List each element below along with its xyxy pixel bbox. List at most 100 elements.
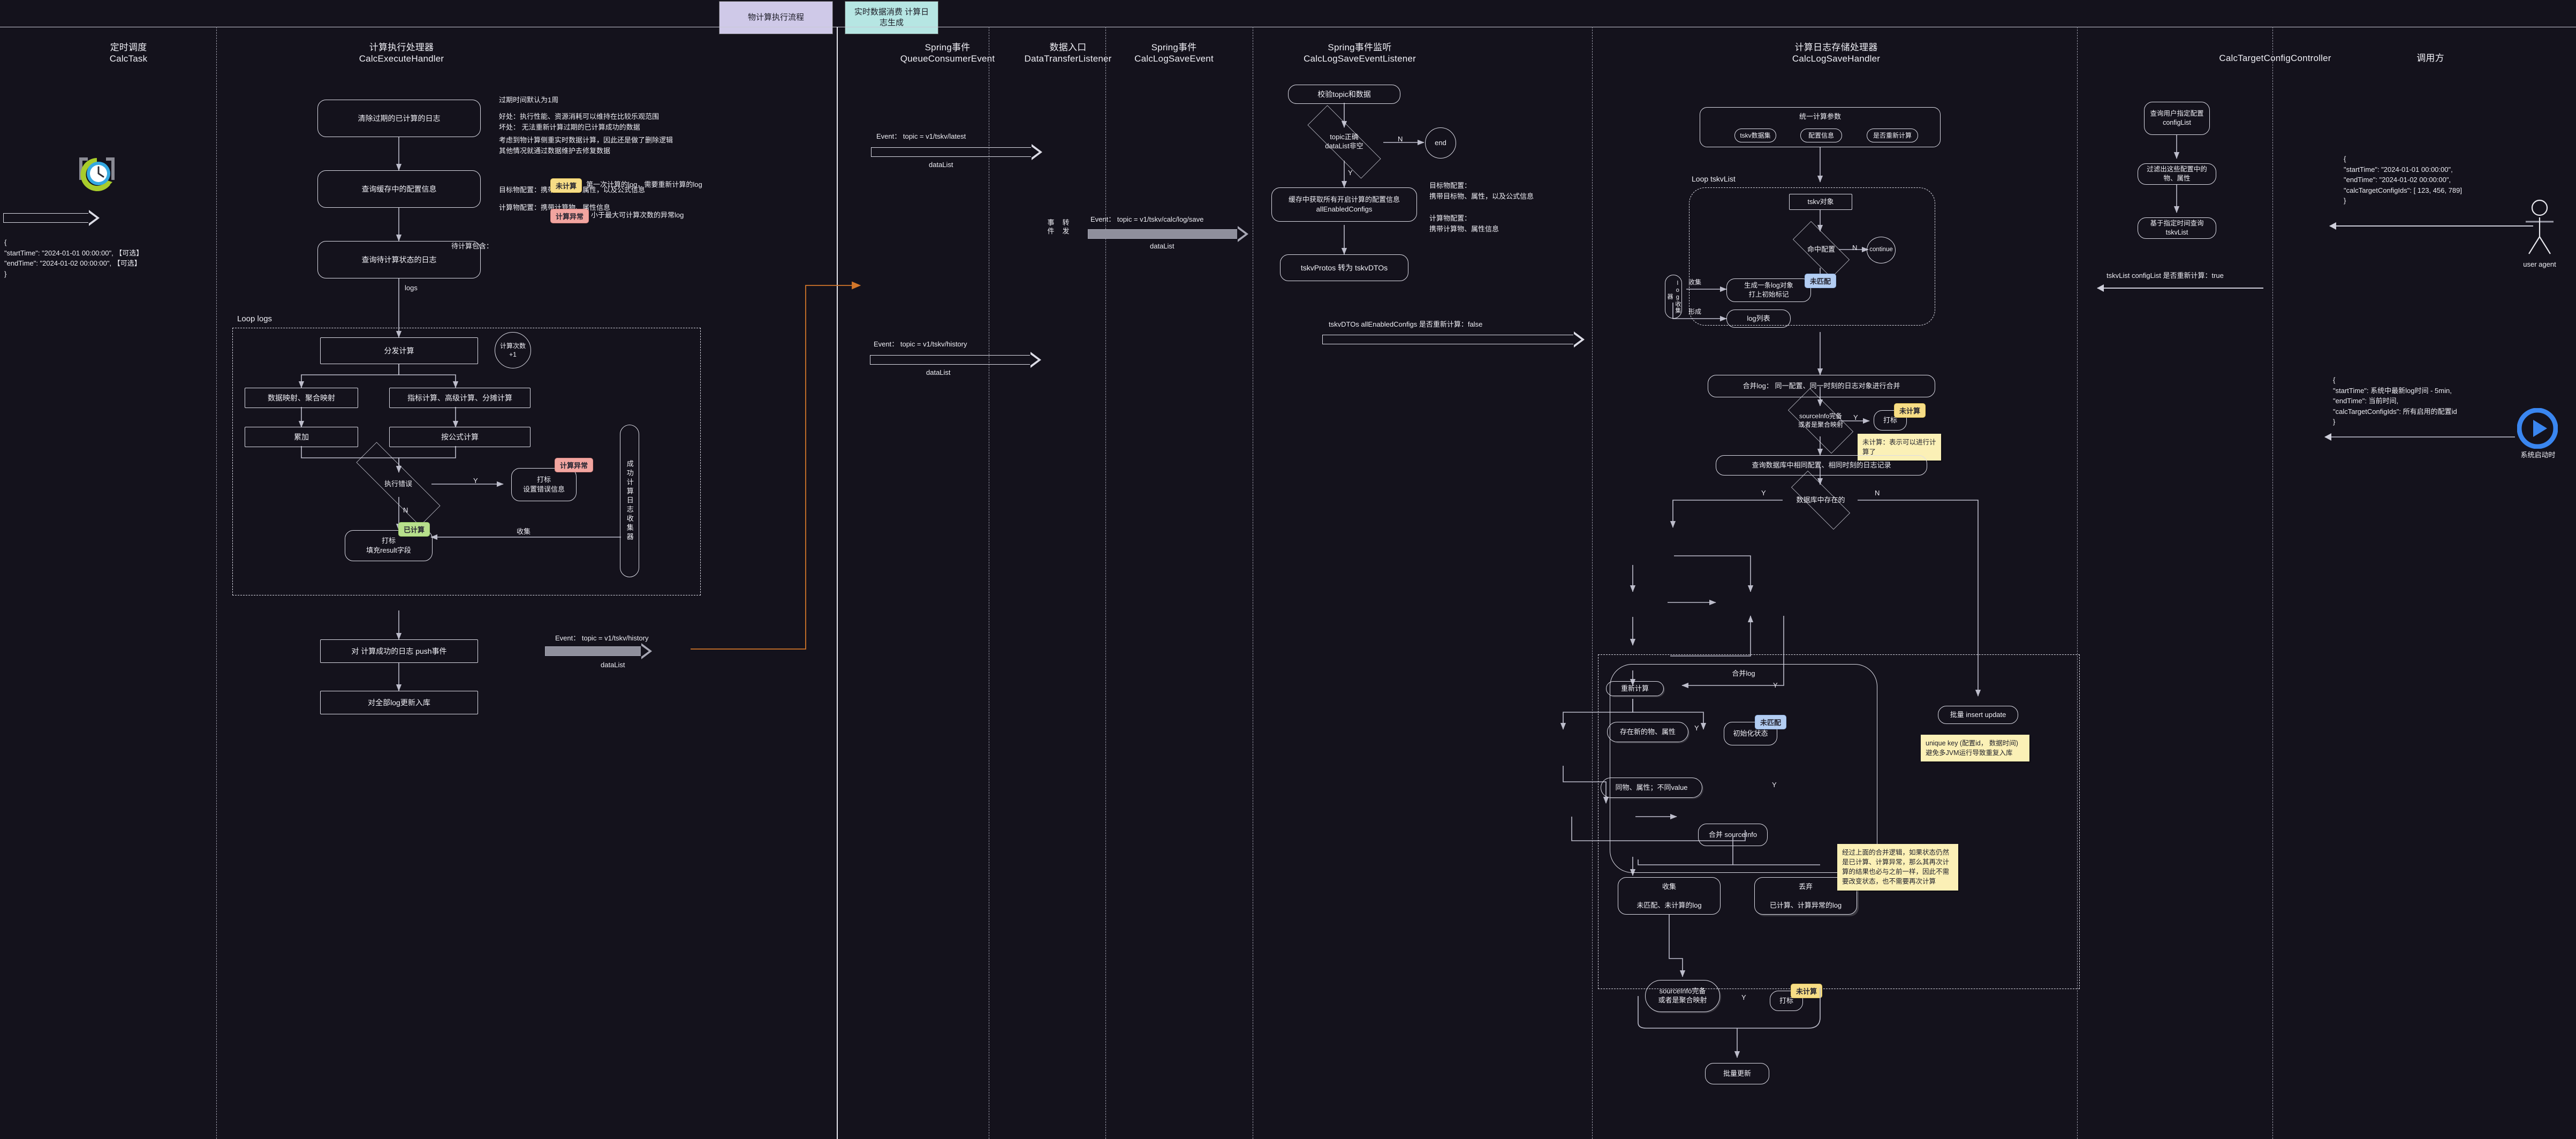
chip-realtime: 实时数据消费 计算日志生成 <box>845 1 938 34</box>
node-log-list[interactable]: log列表 <box>1726 310 1791 328</box>
lane-header-calc-log-handler: 计算日志存储处理器 CalcLogSaveHandler <box>1745 42 1927 65</box>
lane-title-en: DataTransferListener <box>1024 54 1112 64</box>
alarm-clock-icon <box>75 154 119 198</box>
edge-label-collector-form: 形成 <box>1688 308 1702 315</box>
node-mark-set-error[interactable]: 打标 设置错误信息 <box>511 468 577 501</box>
node-convert-protos-dtos[interactable]: tskvProtos 转为 tskvDTOs <box>1280 254 1408 281</box>
lane-title-cn: 调用方 <box>2416 53 2444 63</box>
user-agent-label: user agent <box>2523 260 2556 268</box>
lane-divider-8 <box>2272 27 2273 1139</box>
lane-divider-4 <box>1105 27 1106 1139</box>
merge-log-group <box>1610 664 1877 873</box>
note-uncalculated-meaning: 未计算：表示可以进行计算了 <box>1858 434 1941 461</box>
lane-title-en: CalcExecuteHandler <box>359 54 444 64</box>
decision-new-object-attr[interactable]: 存在新的物、属性 <box>1607 722 1688 742</box>
decision-source-info-complete[interactable]: sourceInfo完备 或者是聚合映射 <box>1777 388 1864 454</box>
edge-label-collector-collect: 收集 <box>1688 278 1702 286</box>
node-query-db-same-config[interactable]: 查询数据库中相同配置、相同时刻的日志记录 <box>1716 455 1927 476</box>
node-tskv-object[interactable]: tskv对象 <box>1789 194 1852 210</box>
listener-output-arrow <box>1322 331 1585 348</box>
node-validate-topic-data[interactable]: 校验topic和数据 <box>1288 85 1400 104</box>
unified-calc-params-box <box>1700 107 1941 147</box>
lane-title-en: QueueConsumerEvent <box>900 54 995 64</box>
edge-label-recalc-yes: Y <box>1773 681 1778 689</box>
node-merge-source-info[interactable]: 合并 sourceInfo <box>1698 824 1768 846</box>
annotation-pending-label: 待计算包含： <box>451 242 494 250</box>
msg-calc-log-save-payload: dataList <box>1150 242 1175 250</box>
push-event-topic: Event： topic = v1/tskv/history <box>555 634 649 642</box>
startup-label: 系统启动时 <box>2520 451 2556 459</box>
node-query-user-config[interactable]: 查询用户指定配置 configList <box>2144 102 2210 135</box>
node-accumulate[interactable]: 累加 <box>245 427 358 447</box>
lane-title-cn: 数据入口 <box>1049 42 1087 52</box>
forward-label-forward: 转 发 <box>1062 218 1070 236</box>
node-index-calc[interactable]: 指标计算、高级计算、分摊计算 <box>389 388 531 408</box>
decision-exists-in-db[interactable]: 数据库中存在的 <box>1778 471 1863 530</box>
edge-label-exec-error-yes: Y <box>473 477 478 485</box>
lane-header-config-controller: CalcTargetConfigController <box>2168 52 2382 64</box>
param-config-info: 配置信息 <box>1800 129 1842 142</box>
unified-calc-params-title: 统一计算参数 <box>1799 112 1841 120</box>
msg-latest-payload: dataList <box>929 161 953 169</box>
node-filter-objects-attrs[interactable]: 过滤出这些配置中的物、属性 <box>2138 163 2216 185</box>
msg-latest-topic: Event： topic = v1/tskv/latest <box>876 132 966 140</box>
decision-same-attr-diff-value[interactable]: 同物、属性；不同value <box>1601 778 1702 798</box>
lane-header-data-transfer: 数据入口 DataTransferListener <box>993 42 1143 65</box>
msg-calc-log-save-topic: Event： topic = v1/tskv/calc/log/save <box>1090 215 1204 223</box>
msg-calc-log-save-arrow <box>1088 226 1248 242</box>
decision-exec-error[interactable]: 执行错误 <box>335 442 462 526</box>
node-query-pending-logs[interactable]: 查询待计算状态的日志 <box>317 241 481 278</box>
listener-annotation-target-config: 目标物配置： 携带目标物、属性，以及公式信息 <box>1429 182 1534 200</box>
node-calc-count-plus: 计算次数 +1 <box>495 332 531 368</box>
merge-log-group-title: 合并log <box>1732 669 1755 677</box>
node-clear-expired-logs[interactable]: 清除过期的已计算的日志 <box>317 100 481 137</box>
push-event-arrow <box>545 643 652 659</box>
calc-task-payload: { "startTime": "2024-01-01 00:00:00", 【可… <box>4 238 143 278</box>
caller-request-payload: { "startTime": "2024-01-01 00:00:00", "e… <box>2344 155 2462 205</box>
note-unique-key: unique key (配置id， 数据时间) 避免多JVM运行导致重复入库 <box>1921 735 2029 762</box>
node-query-cache-config[interactable]: 查询缓存中的配置信息 <box>317 170 481 208</box>
node-fetch-enabled-configs[interactable]: 缓存中获取所有开启计算的配置信息 allEnabledConfigs <box>1271 187 1417 222</box>
decision-source-info-complete-2[interactable]: sourceInfo完备 或者是聚合映射 <box>1645 980 1720 1012</box>
msg-history-payload: dataList <box>926 368 951 376</box>
node-merge-log[interactable]: 合并log： 同一配置、同一时刻的日志对象进行合并 <box>1708 375 1935 397</box>
lane-title-cn: Spring事件 <box>1151 42 1197 52</box>
lane-header-queue-consumer: Spring事件 QueueConsumerEvent <box>867 42 1028 65</box>
node-generate-log-object[interactable]: 生成一条log对象 打上初始标记 <box>1726 278 1811 302</box>
node-mark-source[interactable]: 打标 <box>1874 410 1907 431</box>
node-batch-insert-update[interactable]: 批量 insert update <box>1938 706 2018 724</box>
listener-annotation-calc-config: 计算物配置： 携带计算物、属性信息 <box>1429 214 1499 233</box>
forward-label-event: 事 件 <box>1047 218 1055 236</box>
controller-output-arrow <box>2097 284 2263 292</box>
node-formula-calc[interactable]: 按公式计算 <box>389 427 531 447</box>
lane-title-cn: Spring事件 <box>925 42 971 52</box>
loop-logs-frame <box>232 328 701 595</box>
caller-request-arrow <box>2329 222 2533 230</box>
node-data-mapping[interactable]: 数据映射、聚合映射 <box>245 388 358 408</box>
node-mark-fill-result[interactable]: 打标 填充result字段 <box>345 530 433 561</box>
node-discard-calculated[interactable]: 丢弃 已计算、计算异常的log <box>1754 877 1857 915</box>
edge-label-topic-no: N <box>1398 135 1403 143</box>
node-batch-update[interactable]: 批量更新 <box>1705 1063 1769 1084</box>
loop-logs-label: Loop logs <box>237 314 272 323</box>
node-query-tskvlist[interactable]: 基于指定时间查询 tskvList <box>2138 217 2216 239</box>
play-circle-icon[interactable] <box>2517 408 2558 449</box>
node-push-success-log-event[interactable]: 对 计算成功的日志 push事件 <box>320 639 478 663</box>
tag-unmatched: 未匹配 <box>1805 274 1837 288</box>
lane-divider-6 <box>1592 27 1593 1139</box>
decision-topic-valid[interactable]: topic正确 dataList非空 <box>1291 105 1398 179</box>
node-collect-unmatched[interactable]: 收集 未匹配、未计算的log <box>1618 877 1721 915</box>
node-success-log-collector: 成功计算日志收集器 <box>620 425 639 577</box>
node-init-state[interactable]: 初始化状态 <box>1724 722 1777 745</box>
calc-task-trigger-arrow <box>3 210 100 226</box>
edge-label-logs: logs <box>405 284 418 292</box>
tag-uncalculated-mark: 未计算 <box>1894 403 1926 418</box>
loop-tskvlist-label: Loop tskvList <box>1692 175 1736 183</box>
node-dispatch-calc[interactable]: 分发计算 <box>320 337 478 364</box>
param-tskv-dataset: tskv数据集 <box>1734 129 1776 142</box>
decision-recalc[interactable]: 重新计算 <box>1606 681 1664 696</box>
node-update-all-logs[interactable]: 对全部log更新入库 <box>320 691 478 714</box>
loop-tskvlist-frame <box>1689 187 1935 326</box>
decision-hit-config[interactable]: 命中配置 <box>1783 221 1860 278</box>
edge-label-exists-no: N <box>1875 489 1880 497</box>
